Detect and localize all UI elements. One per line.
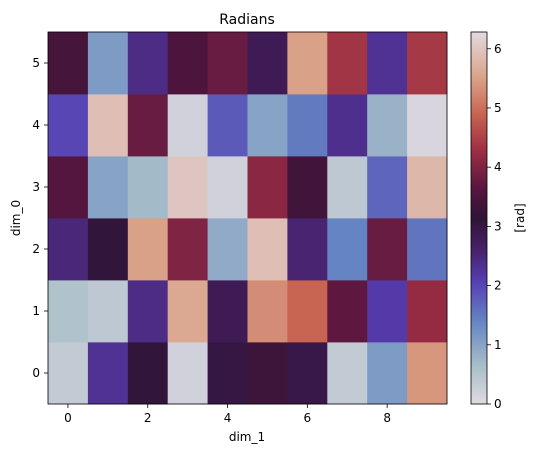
heatmap-cell	[247, 156, 288, 219]
heatmap-cell	[247, 342, 288, 405]
y-axis-label: dim_0	[9, 200, 23, 236]
heatmap-cell	[207, 218, 248, 281]
heatmap-cell	[407, 218, 448, 281]
heatmap-cell	[167, 94, 208, 157]
heatmap-cell	[87, 218, 129, 281]
y-tick-label: 1	[32, 304, 40, 318]
heatmap-cell	[207, 156, 248, 219]
colorbar-tick-label: 2	[494, 279, 502, 293]
heatmap-cell	[127, 94, 169, 157]
colorbar-tick-label: 1	[494, 338, 502, 352]
heatmap-cell	[87, 342, 129, 405]
x-tick-label: 4	[224, 411, 232, 425]
heatmap-cell	[87, 156, 129, 219]
y-tick-label: 3	[32, 180, 40, 194]
heatmap-cell	[287, 342, 328, 405]
heatmap-cell	[287, 32, 328, 95]
heatmap-cell	[407, 280, 448, 343]
colorbar-label: [rad]	[513, 203, 527, 232]
y-tick-label: 5	[32, 56, 40, 70]
colorbar-tick-label: 6	[494, 42, 502, 56]
plot-frame	[47, 31, 448, 405]
x-tick-label: 6	[304, 411, 312, 425]
heatmap-cell	[247, 94, 288, 157]
heatmap-cell	[127, 218, 169, 281]
x-axis-label: dim_1	[229, 430, 265, 444]
heatmap-cell	[247, 218, 288, 281]
colorbar-tick-label: 0	[494, 397, 502, 411]
heatmap-cell	[407, 156, 448, 219]
chart-title: Radians	[219, 12, 275, 28]
heatmap-cell	[247, 32, 288, 95]
heatmap-cell	[48, 156, 89, 219]
colorbar-tick-label: 3	[494, 219, 502, 233]
heatmap-cell	[247, 280, 288, 343]
heatmap-cell	[48, 218, 89, 281]
heatmap-cell	[407, 342, 448, 405]
heatmap-cell	[48, 280, 89, 343]
heatmap-cell	[48, 32, 89, 95]
heatmap-cell	[367, 342, 408, 405]
colorbar-tick-label: 4	[494, 160, 502, 174]
x-tick-label: 2	[144, 411, 152, 425]
heatmap-cell	[127, 32, 169, 95]
heatmap-cell	[207, 280, 248, 343]
heatmap-cell	[127, 156, 169, 219]
heatmap-cell	[167, 280, 208, 343]
heatmap-cell	[48, 342, 89, 405]
heatmap-cell	[87, 280, 129, 343]
heatmap-cell	[287, 156, 328, 219]
heatmap-cell	[367, 156, 408, 219]
heatmap-cell	[287, 218, 328, 281]
heatmap-cell	[367, 218, 408, 281]
colorbar-tick-label: 5	[494, 101, 502, 115]
heatmap-cell	[327, 32, 368, 95]
heatmap-cell	[167, 32, 208, 95]
heatmap-cell	[327, 342, 368, 405]
colorbar-axis: 0 1 2 3 4 5 6	[487, 42, 502, 411]
heatmap-cell	[167, 342, 208, 405]
heatmap-cell	[407, 94, 448, 157]
heatmap-cell	[87, 94, 129, 157]
heatmap-cell	[287, 94, 328, 157]
heatmap-cell	[367, 32, 408, 95]
heatmap-cell	[207, 94, 248, 157]
x-axis: 0 2 4 6 8	[64, 404, 391, 425]
y-tick-label: 4	[32, 118, 40, 132]
heatmap-cell	[87, 32, 129, 95]
heatmap-cell	[367, 280, 408, 343]
heatmap-cell	[327, 280, 368, 343]
colorbar	[470, 31, 488, 405]
y-axis: 0 1 2 3 4 5	[32, 56, 48, 380]
heatmap-cell	[327, 156, 368, 219]
heatmap-cells	[48, 32, 448, 405]
heatmap-cell	[127, 280, 169, 343]
heatmap-cell	[207, 342, 248, 405]
y-tick-label: 0	[32, 366, 40, 380]
heatmap-cell	[207, 32, 248, 95]
heatmap-cell	[327, 94, 368, 157]
heatmap-cell	[167, 218, 208, 281]
heatmap-cell	[48, 94, 89, 157]
x-tick-label: 0	[64, 411, 72, 425]
heatmap-cell	[287, 280, 328, 343]
heatmap-cell	[127, 342, 169, 405]
heatmap-cell	[167, 156, 208, 219]
y-tick-label: 2	[32, 242, 40, 256]
heatmap-cell	[407, 32, 448, 95]
heatmap-cell	[327, 218, 368, 281]
heatmap-cell	[367, 94, 408, 157]
x-tick-label: 8	[383, 411, 391, 425]
